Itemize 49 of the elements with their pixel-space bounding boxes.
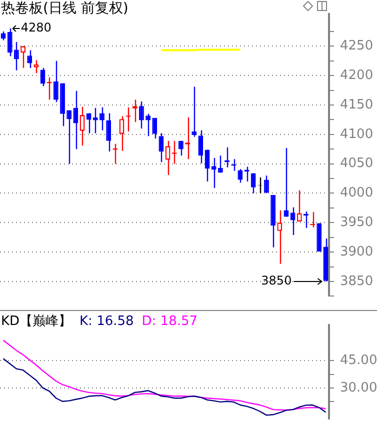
y-tick-label: 4200 bbox=[340, 68, 374, 83]
y-tick-label: 3850 bbox=[340, 274, 374, 289]
candlestick bbox=[80, 106, 85, 146]
candlestick bbox=[92, 107, 98, 134]
candlestick bbox=[264, 174, 269, 194]
candlestick bbox=[100, 106, 104, 131]
y-tick-label: 45.00 bbox=[340, 353, 377, 368]
candlestick bbox=[198, 130, 204, 164]
candlestick bbox=[277, 210, 282, 264]
candlestick bbox=[178, 140, 184, 156]
candlestick bbox=[284, 147, 289, 218]
y-tick-label: 3900 bbox=[340, 244, 374, 260]
annotation: 4280 bbox=[20, 20, 52, 35]
candlestick bbox=[290, 206, 296, 236]
text: D: 18.57 bbox=[142, 314, 198, 329]
candlestick bbox=[53, 60, 58, 103]
chart-title: KD【巅峰】 bbox=[1, 314, 72, 329]
candlestick bbox=[165, 140, 170, 176]
y-tick-label: 30.00 bbox=[340, 380, 377, 396]
candlestick bbox=[34, 60, 39, 74]
candlestick bbox=[296, 190, 302, 222]
y-tick-label: 3950 bbox=[340, 215, 374, 230]
candlestick bbox=[27, 50, 32, 69]
y-tick-label: 4050 bbox=[340, 156, 374, 172]
candlestick bbox=[204, 149, 210, 182]
candlestick bbox=[238, 168, 243, 184]
y-tick-label: 4100 bbox=[340, 126, 374, 142]
candlestick bbox=[20, 46, 26, 69]
y-tick-label: 4150 bbox=[340, 97, 374, 112]
y-tick-label: 4250 bbox=[340, 38, 374, 54]
candlestick bbox=[211, 157, 216, 189]
text: K: 16.58 bbox=[80, 314, 134, 329]
candlestick bbox=[152, 117, 158, 140]
candlestick bbox=[7, 28, 12, 57]
candlestick bbox=[73, 90, 78, 150]
candlestick bbox=[106, 112, 112, 152]
candlestick bbox=[218, 154, 223, 174]
candlestick bbox=[119, 116, 124, 152]
candlestick bbox=[250, 172, 256, 194]
candlestick bbox=[14, 41, 19, 71]
candlestick bbox=[40, 67, 46, 87]
candlestick bbox=[66, 110, 72, 164]
annotation: 3850 bbox=[261, 274, 292, 288]
candlestick bbox=[158, 132, 164, 163]
y-tick-label: 4000 bbox=[340, 186, 374, 201]
chart-title: 热卷板(日线 前复权) bbox=[1, 0, 128, 17]
candlestick bbox=[192, 86, 197, 138]
candlestick bbox=[139, 100, 144, 130]
candlestick bbox=[86, 112, 92, 134]
